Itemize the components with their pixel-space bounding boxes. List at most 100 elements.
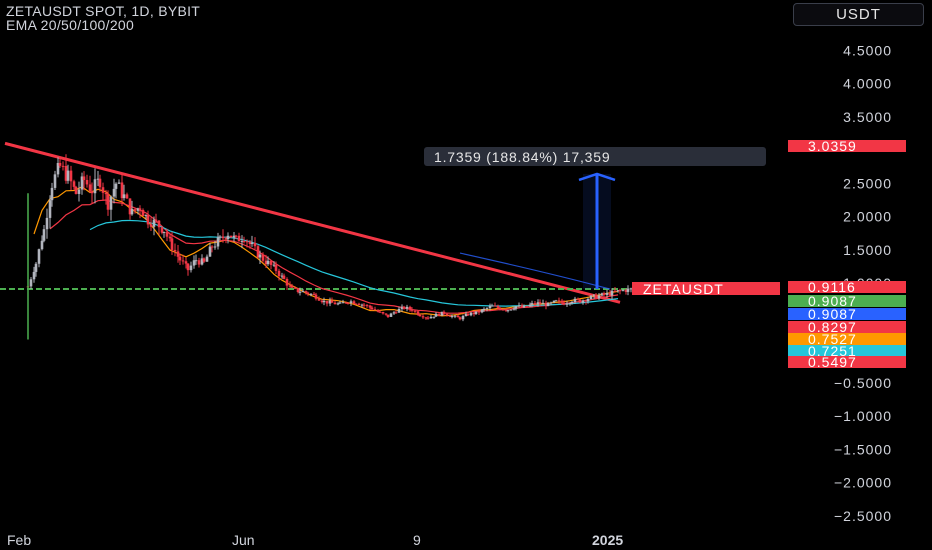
candle-body <box>104 192 108 195</box>
candle-body <box>354 303 358 305</box>
candle-body <box>546 303 550 307</box>
candle-body <box>461 316 465 320</box>
candle-body <box>69 170 73 182</box>
ema-lines-layer <box>33 186 619 317</box>
indicator-legend[interactable]: EMA 20/50/100/200 <box>6 17 135 33</box>
candle-body <box>557 300 561 302</box>
candle-body <box>85 180 89 185</box>
candle-body <box>101 187 105 193</box>
candle-body <box>314 294 318 299</box>
candle-body <box>109 196 113 210</box>
projection-layer: 1.7359 (188.84%) 17,359 <box>424 147 766 289</box>
y-tick-label: 4.0000 <box>843 76 892 92</box>
candle-body <box>504 309 508 311</box>
candle-body <box>232 235 236 238</box>
candle-body <box>205 256 209 262</box>
candle-body <box>338 302 342 304</box>
candle-body <box>168 236 172 239</box>
measure-label: 1.7359 (188.84%) 17,359 <box>434 149 610 165</box>
candle-body <box>408 306 412 310</box>
candle-body <box>210 246 214 248</box>
x-tick-label: Feb <box>7 532 31 548</box>
candle-body <box>266 260 270 265</box>
candle-body <box>218 236 222 238</box>
candle-body <box>544 302 548 307</box>
candle-body <box>34 263 38 272</box>
descending-trendline <box>4 141 621 304</box>
x-axis: Feb Jun 9 2025 <box>7 532 623 548</box>
candle-body <box>453 315 457 317</box>
price-label-bg <box>788 356 906 368</box>
candle-body <box>517 305 521 307</box>
candle-body <box>176 251 180 257</box>
candle-body <box>322 300 326 303</box>
candle-body <box>154 219 158 221</box>
candle-body <box>533 303 537 305</box>
price-label: 0.7527 <box>808 331 857 347</box>
candle-body <box>216 237 220 247</box>
candle-body <box>512 308 516 310</box>
price-label: 0.9087 <box>808 293 857 309</box>
candle-body <box>122 194 126 199</box>
candle-body <box>506 310 510 312</box>
candle-body <box>605 292 609 295</box>
candle-body <box>42 229 46 241</box>
candle-body <box>482 308 486 310</box>
candle-body <box>496 305 500 308</box>
candle-body <box>72 181 76 187</box>
candle-body <box>146 215 150 225</box>
candle-body <box>328 300 332 304</box>
candle-body <box>160 227 164 233</box>
x-tick-label: 2025 <box>592 532 623 548</box>
ema-20-line <box>33 186 619 317</box>
candle-body <box>29 279 33 287</box>
currency-button[interactable]: USDT <box>793 3 924 26</box>
candle-body <box>181 260 185 262</box>
candle-body <box>397 308 401 313</box>
candle-body <box>410 309 414 311</box>
candle-body <box>325 300 329 304</box>
candle-body <box>200 258 204 265</box>
y-tick-label: 2.0000 <box>843 209 892 225</box>
candle-body <box>578 299 582 303</box>
candle-body <box>178 256 182 261</box>
candle-body <box>400 306 404 309</box>
candle-body <box>565 303 569 305</box>
y-tick-label: 1.5000 <box>843 242 892 258</box>
candle-body <box>336 303 340 305</box>
candle-body <box>296 288 300 293</box>
candle-body <box>186 263 190 271</box>
candle-body <box>250 242 254 245</box>
candle-body <box>40 240 44 250</box>
candle-body <box>202 258 206 262</box>
candle-body <box>208 246 212 257</box>
candle-body <box>274 264 278 271</box>
candle-body <box>125 194 129 199</box>
candle-body <box>576 298 580 300</box>
candle-body <box>194 260 198 262</box>
candle-body <box>88 184 92 192</box>
candle-body <box>245 241 249 243</box>
candle-body <box>581 300 585 303</box>
candle-body <box>592 294 596 296</box>
candle-body <box>349 301 353 303</box>
candle-body <box>394 312 398 314</box>
candle-body <box>224 238 228 240</box>
y-tick-label: 4.5000 <box>843 42 892 58</box>
candle-body <box>528 304 532 307</box>
candle-body <box>106 194 110 210</box>
candle-body <box>261 254 265 261</box>
candle-body <box>136 208 140 211</box>
candle-body <box>426 317 430 319</box>
candle-body <box>269 260 273 265</box>
candle-body <box>586 298 590 302</box>
candle-body <box>610 290 614 296</box>
candle-body <box>597 295 601 299</box>
candle-body <box>456 315 460 318</box>
candle-body <box>277 270 281 277</box>
candle-body <box>602 293 606 295</box>
candle-body <box>50 187 54 201</box>
candle-body <box>424 317 428 319</box>
candle-body <box>333 302 337 305</box>
y-tick-label: −2.0000 <box>834 475 892 491</box>
